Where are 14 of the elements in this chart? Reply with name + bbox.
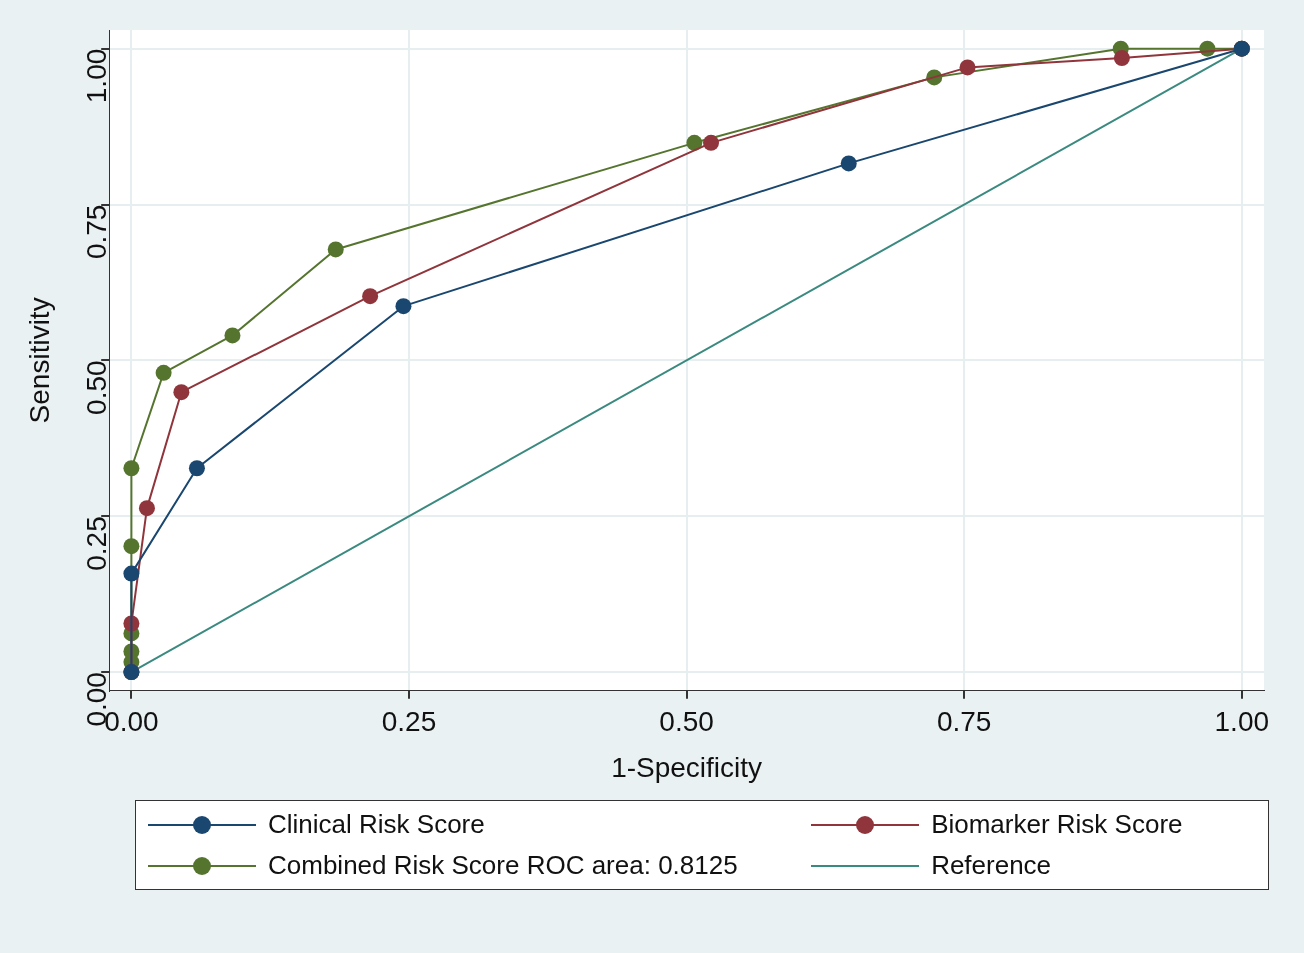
y-tick-label: 0.50 bbox=[80, 360, 112, 415]
y-tick-label: 1.00 bbox=[80, 48, 112, 104]
x-axis-title: 1-Specificity bbox=[611, 751, 763, 783]
x-tick-label: 0.50 bbox=[659, 706, 714, 738]
y-tick-label: 0.75 bbox=[80, 204, 112, 260]
legend-label: Combined Risk Score ROC area: 0.8125 bbox=[268, 850, 738, 881]
legend-label: Reference bbox=[931, 850, 1052, 881]
legend-label: Clinical Risk Score bbox=[268, 809, 485, 840]
x-tick-label: 1.00 bbox=[1214, 706, 1270, 738]
x-tick-label: 0.25 bbox=[381, 706, 437, 738]
y-axis-title: Sensitivity bbox=[23, 297, 55, 424]
x-tick-label: 0.75 bbox=[936, 706, 992, 738]
y-tick-label: 0.25 bbox=[80, 516, 112, 571]
legend-label: Biomarker Risk Score bbox=[931, 809, 1183, 840]
